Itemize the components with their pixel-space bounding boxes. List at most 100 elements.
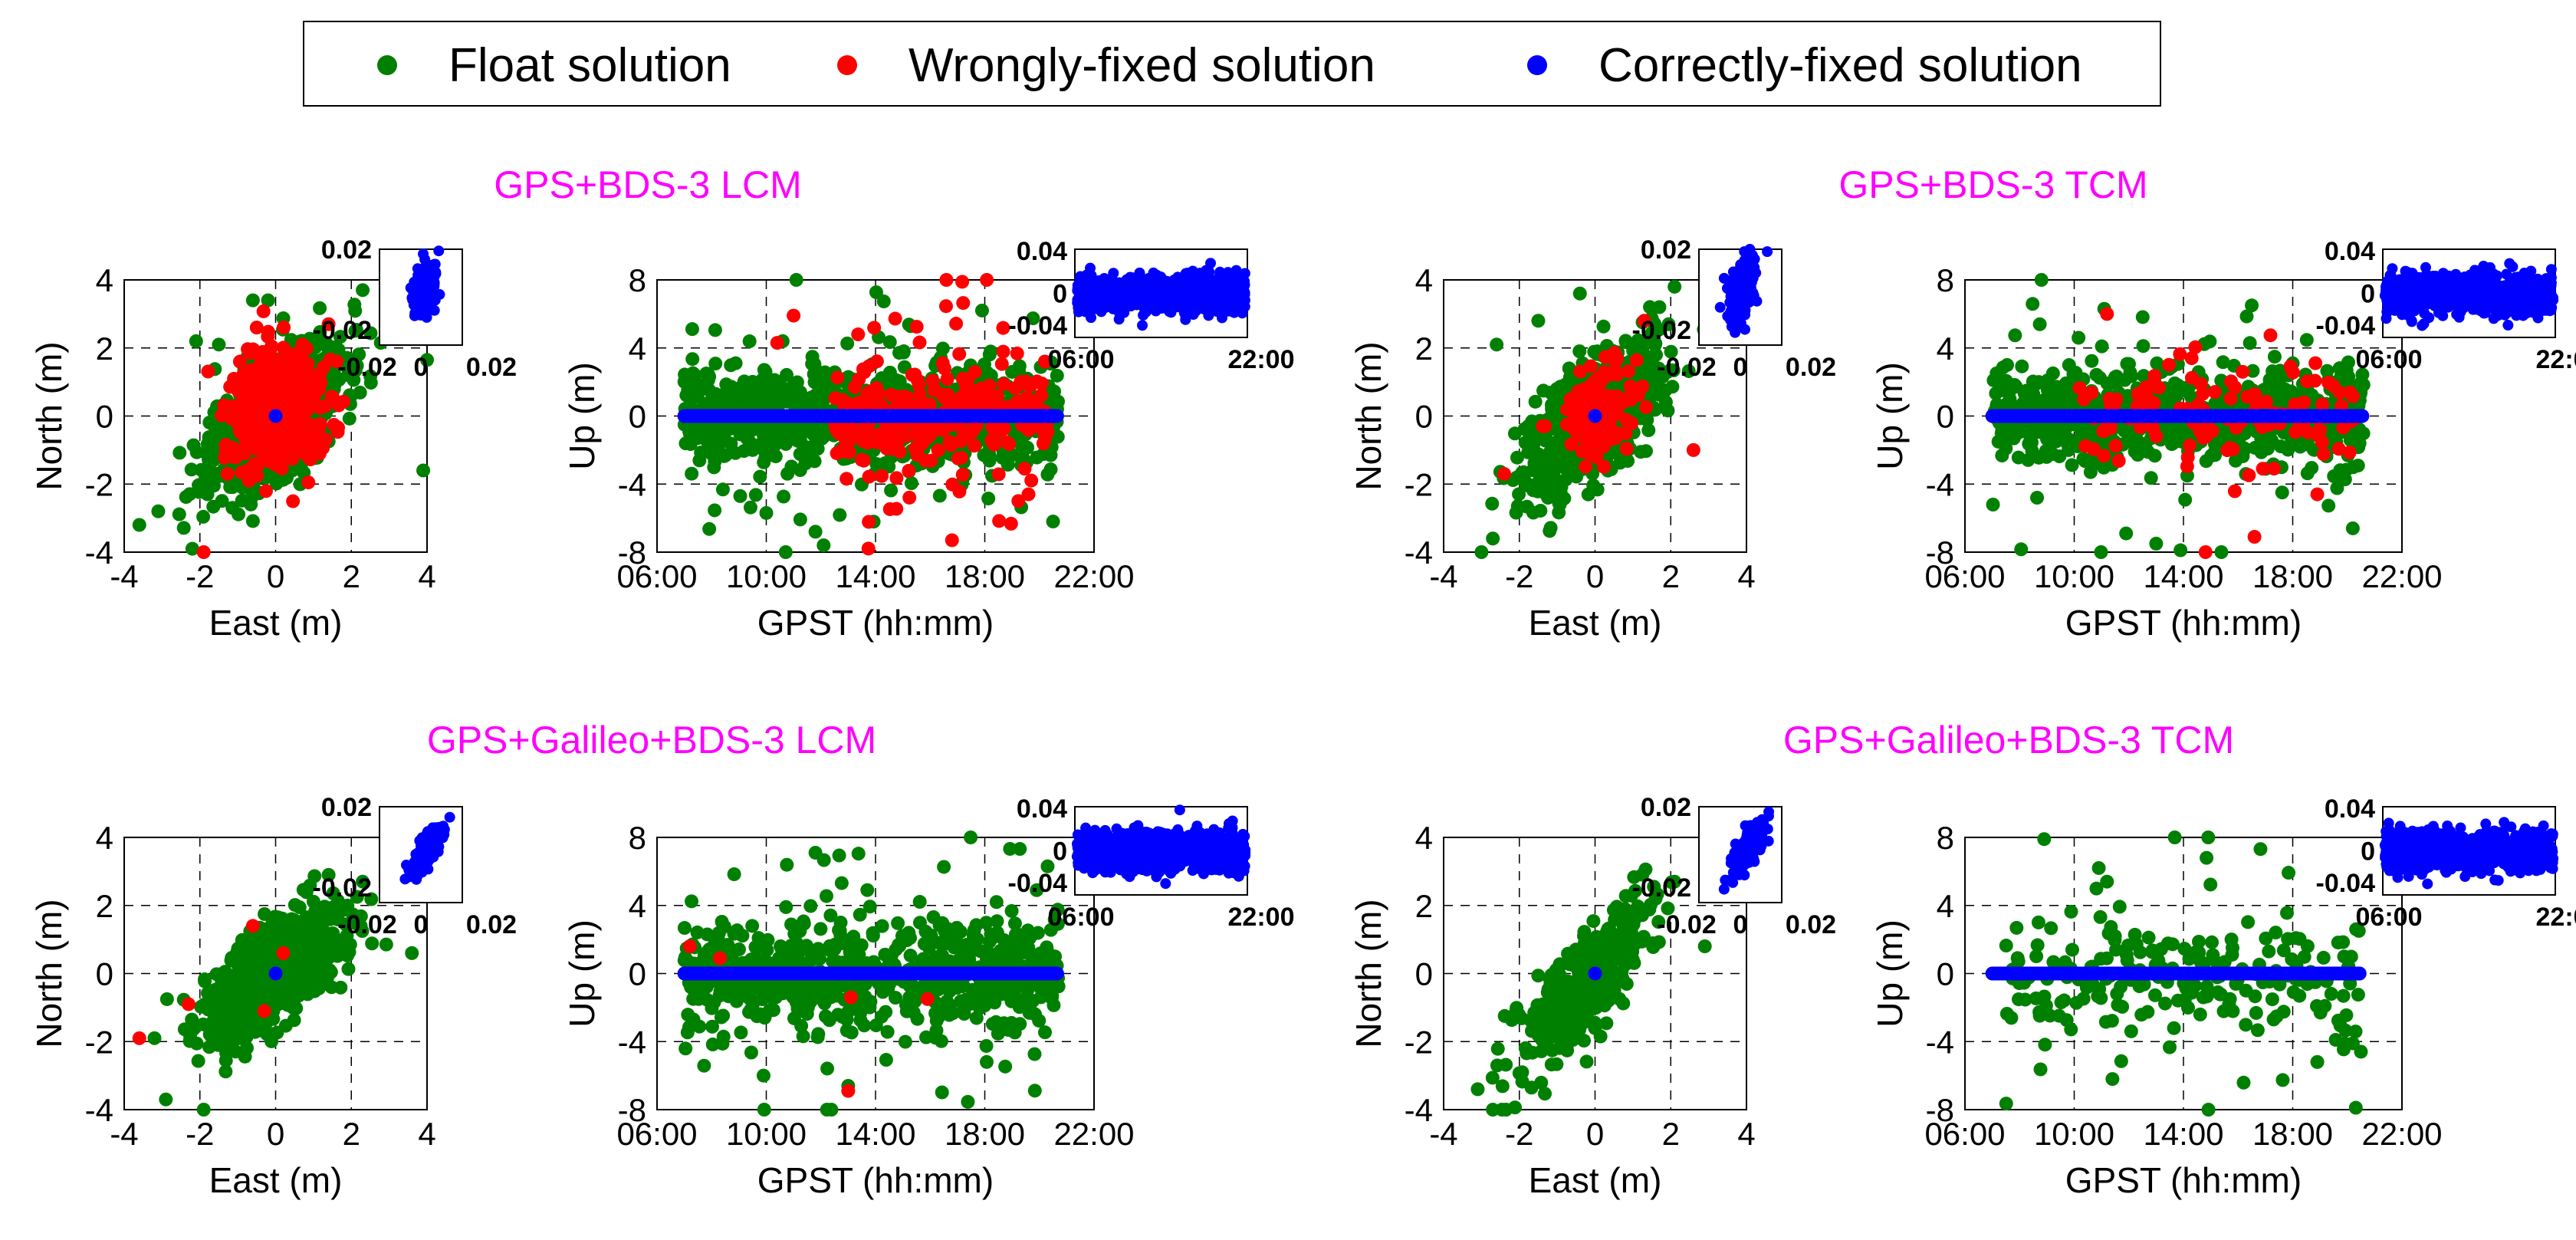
point-wrong [925,373,940,388]
point-wrong [902,490,917,505]
point-float [710,396,724,411]
point-wrong [840,472,854,486]
inset-x-tick: 0.02 [466,353,517,382]
point-wrong [989,393,1004,407]
inset-point [419,254,431,265]
point-wrong [289,362,304,377]
point-wrong [939,273,954,287]
point-wrong [261,436,276,451]
point-float [755,373,770,387]
point-float [186,438,201,452]
inset-y-tick: 0.04 [1017,237,1067,266]
point-wrong [291,392,305,406]
point-float [1543,521,1558,535]
point-wrong [945,477,960,492]
point-float [984,344,998,359]
point-wrong [992,514,1007,528]
point-float [352,347,366,362]
point-float [685,352,700,367]
point-float [176,521,191,535]
point-float [1043,462,1058,477]
series-correct [677,409,1064,423]
point-wrong [246,411,261,426]
y-tick-label: -4 [1405,534,1433,571]
legend-label-correct: Correctly-fixed solution [1598,39,2082,92]
y-tick-label: 8 [629,262,646,298]
point-float [245,514,260,528]
series-correct [1588,409,1602,423]
point-float [884,483,899,498]
point-wrong [271,379,285,393]
point-wrong [956,296,971,311]
point-float [810,376,825,390]
point-float [172,446,187,460]
point-float [798,441,813,456]
inset-point [1230,268,1242,279]
x-axis-label: East (m) [1529,603,1662,643]
point-wrong [296,410,310,425]
point-wrong [854,452,869,467]
point-float [1532,466,1546,481]
point-wrong [949,317,964,331]
inset: -0.02 0 0.020.02-0.02 [313,235,518,382]
point-float [353,385,367,400]
point-float [778,545,793,559]
point-float [1043,448,1058,462]
point-float [1046,515,1060,529]
point-wrong [317,399,332,413]
point-wrong [862,469,876,484]
point-wrong [942,435,957,449]
point-float [1668,279,1682,294]
data-points [132,283,434,559]
point-wrong [201,364,215,379]
inset-point [1184,268,1195,279]
point-float [1638,444,1653,459]
point-float [793,463,807,478]
point-wrong [892,445,907,459]
point-wrong [1619,413,1634,427]
x-tick-label: 2 [1662,558,1680,594]
data-points [677,273,1065,559]
inset-point [1178,293,1190,304]
x-tick-label: 4 [418,558,435,594]
point-float [1520,499,1534,514]
inset-points [405,245,445,323]
point-wrong [896,393,911,407]
point-wrong [851,327,866,342]
point-float [708,357,723,371]
point-wrong [924,453,938,468]
point-wrong [248,428,263,442]
point-float [196,509,211,524]
series-correct [268,409,283,423]
point-float [728,356,743,370]
point-wrong [912,335,927,350]
point-float [326,340,340,355]
point-float [733,488,748,503]
point-wrong [945,533,959,548]
point-wrong [1034,377,1049,391]
point-wrong [889,502,904,516]
point-wrong [832,426,846,441]
inset-tick-labels: -0.02 0 0.020.02-0.02 [313,235,518,382]
point-wrong [1497,466,1511,481]
inset-point [1137,320,1148,331]
point-wrong [960,429,974,443]
point-wrong [961,372,975,386]
point-wrong [294,423,309,438]
point-float [816,538,831,553]
y-tick-label: -8 [618,534,646,571]
point-wrong [264,339,279,354]
inset-point [1075,271,1086,282]
point-wrong [958,388,973,403]
point-float [780,367,794,382]
point-wrong [278,388,292,403]
point-float [808,525,823,539]
point-wrong [313,367,327,381]
point-wrong [239,394,254,409]
point-float [1652,300,1667,314]
point-wrong [941,387,955,402]
point-wrong [1639,400,1654,414]
